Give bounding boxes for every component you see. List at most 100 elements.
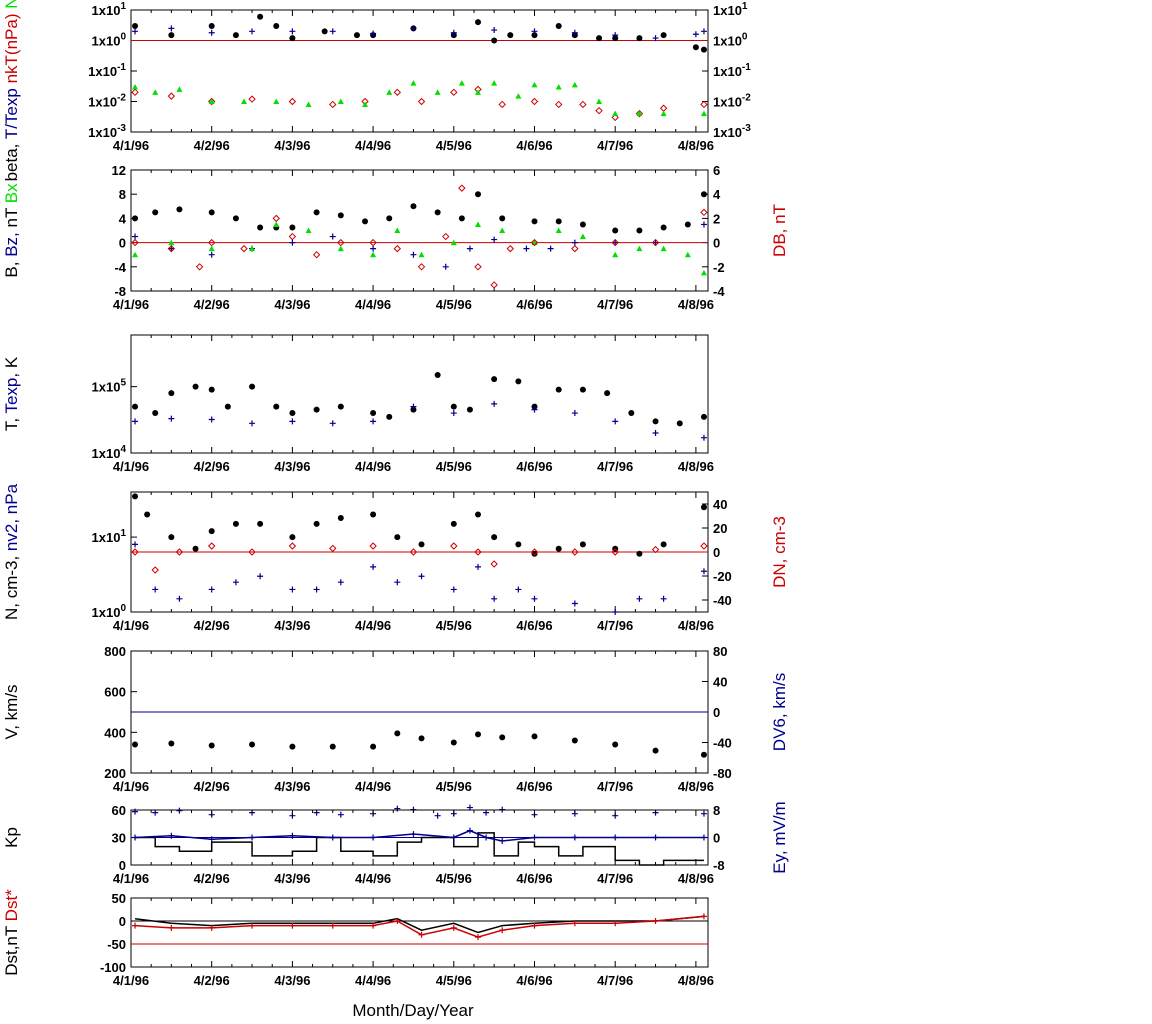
data-point (192, 383, 199, 390)
data-point (555, 218, 562, 225)
y2-tick-label: 1x10-3 (713, 123, 751, 140)
x-tick-label: 4/6/96 (516, 297, 552, 312)
data-point (313, 520, 320, 527)
data-point (450, 924, 457, 931)
data-point (636, 110, 643, 117)
y2-axis-label: DB, nT (770, 204, 789, 257)
x-tick-label: 4/2/96 (194, 973, 230, 988)
x-tick-label: 4/5/96 (436, 459, 472, 474)
data-point (249, 245, 256, 252)
data-point (132, 834, 139, 841)
x-tick-label: 4/7/96 (597, 459, 633, 474)
data-point (394, 579, 401, 586)
x-tick-label: 4/2/96 (194, 297, 230, 312)
data-point (450, 542, 458, 550)
data-point (176, 206, 183, 213)
data-point (329, 922, 336, 929)
data-point (168, 415, 175, 422)
data-point (329, 420, 336, 427)
data-point (370, 30, 377, 37)
data-point (491, 80, 498, 86)
y-tick-label: 12 (112, 163, 126, 178)
x-tick-label: 4/8/96 (678, 871, 714, 886)
y-tick-label: 1x101 (92, 1, 127, 18)
series-nv2 (132, 541, 707, 615)
data-point (595, 106, 603, 115)
data-point (353, 32, 360, 39)
data-point (491, 37, 498, 44)
data-point (337, 245, 344, 252)
data-point (208, 22, 215, 29)
data-point (660, 32, 667, 39)
data-point (131, 88, 139, 97)
x-tick-label: 4/7/96 (597, 973, 633, 988)
data-point (499, 227, 506, 233)
y2-tick-label: 0 (713, 831, 720, 846)
data-point (394, 534, 401, 541)
data-point (208, 98, 215, 104)
data-point (131, 238, 139, 247)
data-point (289, 534, 296, 541)
data-point (168, 25, 175, 32)
data-point (612, 110, 619, 117)
data-point (474, 263, 482, 271)
y-tick-label: 0 (119, 236, 126, 251)
data-point (491, 595, 498, 602)
data-point (458, 215, 465, 222)
data-point (192, 545, 199, 552)
data-point (531, 81, 538, 88)
data-point (700, 221, 707, 228)
data-point (305, 101, 312, 107)
x-tick-label: 4/3/96 (274, 138, 310, 153)
x-tick-label: 4/6/96 (516, 973, 552, 988)
data-point (337, 403, 344, 410)
data-point (370, 418, 377, 425)
data-point (151, 566, 159, 574)
data-point (418, 573, 425, 580)
y-tick-label: 1x100 (92, 603, 127, 620)
data-point (288, 542, 297, 550)
x-tick-label: 4/4/96 (355, 973, 391, 988)
y-tick-label: 800 (104, 644, 126, 659)
series-v (132, 730, 707, 758)
data-point (636, 550, 643, 557)
x-tick-label: 4/7/96 (597, 297, 633, 312)
data-point (612, 227, 619, 234)
y2-tick-label: -40 (713, 736, 732, 751)
x-tick-label: 4/3/96 (274, 618, 310, 633)
data-point (700, 542, 708, 550)
data-point (612, 418, 619, 425)
data-point (273, 98, 280, 104)
y-tick-label: 1x104 (92, 444, 127, 461)
data-point (273, 221, 280, 227)
series-line (134, 829, 704, 842)
y2-tick-label: 40 (713, 675, 727, 690)
x-tick-label: 4/1/96 (113, 138, 149, 153)
data-point (660, 245, 667, 252)
data-point (491, 376, 498, 383)
data-point (611, 113, 619, 122)
data-point (370, 922, 377, 929)
y-tick-label: -100 (100, 960, 126, 975)
data-point (571, 410, 578, 417)
data-point (530, 238, 539, 247)
data-point (337, 212, 344, 219)
data-point (288, 97, 297, 106)
x-tick-label: 4/4/96 (355, 779, 391, 794)
data-point (132, 215, 139, 222)
data-point (168, 832, 175, 839)
data-point (288, 232, 297, 241)
x-axis-title: Month/Day/Year (352, 1001, 474, 1020)
y-tick-label: 200 (104, 766, 126, 781)
x-tick-label: 4/6/96 (516, 779, 552, 794)
x-tick-label: 4/7/96 (597, 618, 633, 633)
x-tick-label: 4/8/96 (678, 779, 714, 794)
data-point (394, 918, 401, 924)
panel-3: 4/1/96 4/2/96 4/3/96 4/4/96 4/5/96 4/6/96 4/7/… (2, 334, 714, 474)
y2-tick-label: 80 (713, 644, 727, 659)
data-point (450, 239, 457, 246)
panel-4: 4/1/96 4/2/96 4/3/96 4/4/96 4/5/96 4/6/96 4/7/… (2, 483, 789, 633)
data-point (362, 218, 369, 225)
data-point (232, 215, 239, 222)
x-tick-label: 4/2/96 (194, 779, 230, 794)
